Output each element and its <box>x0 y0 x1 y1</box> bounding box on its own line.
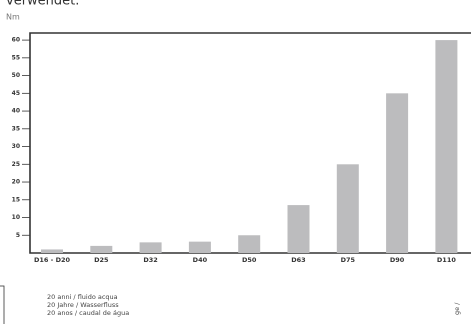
y-tick-label: 60 <box>12 37 20 44</box>
x-tick-label: D40 <box>193 256 208 264</box>
bar <box>287 205 310 253</box>
x-tick-label: D50 <box>242 256 257 264</box>
y-tick-label: 40 <box>12 108 20 115</box>
note: 20 anni / fluido acqua <box>47 293 118 301</box>
side-text: ge / <box>453 302 461 315</box>
note: 20 Jahre / Wasserfluss <box>47 301 119 309</box>
y-tick-label: 5 <box>16 232 20 239</box>
y-tick-label: 50 <box>12 72 20 79</box>
x-tick-label: D75 <box>341 256 356 264</box>
bar <box>139 242 162 253</box>
bar <box>238 235 261 253</box>
x-tick-label: D25 <box>94 256 109 264</box>
x-tick-label: D110 <box>437 256 456 264</box>
x-tick-label: D32 <box>143 256 157 264</box>
y-tick-label: 15 <box>12 196 20 203</box>
x-tick-label: D90 <box>390 256 405 264</box>
bar <box>41 249 63 253</box>
y-tick-label: 35 <box>12 125 20 132</box>
box <box>0 285 5 324</box>
bar <box>90 245 113 253</box>
x-tick-label: D16 - D20 <box>34 256 71 264</box>
y-tick-label: 10 <box>12 214 20 221</box>
bar <box>188 241 211 253</box>
x-tick-label: D63 <box>291 256 305 264</box>
bar <box>435 40 458 254</box>
bar <box>386 93 409 254</box>
y-tick-label: 20 <box>12 179 20 186</box>
heading: verwendet. <box>6 0 79 9</box>
bar <box>336 164 359 253</box>
y-tick-label: 55 <box>12 54 20 61</box>
y-tick-label: 30 <box>12 143 20 150</box>
y-tick-label: 25 <box>12 161 20 168</box>
y-axis-label: Nm <box>6 13 20 22</box>
note: 20 anos / caudal de água <box>47 309 129 317</box>
y-tick-label: 45 <box>12 90 20 97</box>
